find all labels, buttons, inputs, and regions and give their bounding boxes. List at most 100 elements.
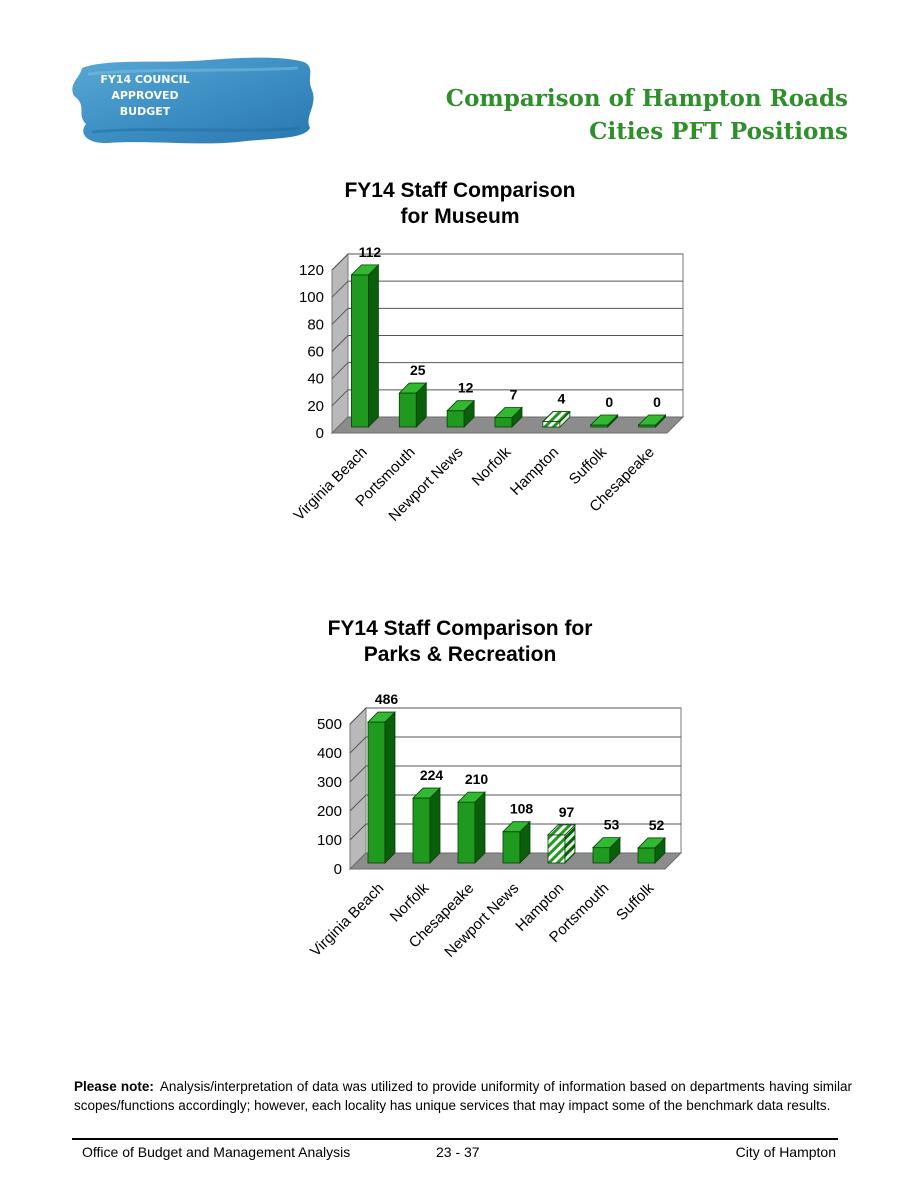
bar-portsmouth	[398, 382, 428, 428]
bar-virginia-beach	[367, 711, 396, 864]
data-label: 486	[375, 691, 399, 707]
data-label: 0	[653, 394, 661, 410]
bar-virginia-beach	[350, 263, 380, 428]
footer-city: City of Hampton	[735, 1144, 836, 1160]
bar-side	[474, 791, 486, 864]
page-title-line: Comparison of Hampton Roads	[445, 85, 848, 112]
gridline-wall	[331, 335, 349, 352]
gridline-wall	[349, 736, 367, 754]
logo-line: FY14 COUNCIL	[100, 73, 190, 86]
data-label: 25	[410, 362, 426, 378]
data-label: 224	[420, 767, 444, 783]
bar-top	[592, 837, 621, 849]
note-paragraph: Please note: Analysis/interpretation of d…	[74, 1077, 852, 1115]
y-tick-label: 200	[317, 803, 342, 820]
bar-front	[398, 392, 417, 428]
chart-left-wall	[349, 706, 367, 871]
x-category-label: Virginia Beach	[307, 880, 387, 960]
footer-department: Office of Budget and Management Analysis	[82, 1144, 351, 1160]
chart-title-line: FY14 Staff Comparison for	[327, 617, 593, 640]
x-category-label: Suffolk	[613, 879, 658, 924]
bar-front	[502, 831, 521, 864]
bar-suffolk	[637, 836, 666, 864]
x-category-label: Hampton	[507, 444, 562, 499]
y-tick-label: 300	[317, 774, 342, 791]
bar-top	[589, 414, 619, 426]
bar-front	[367, 721, 386, 864]
chart-title-line: FY14 Staff Comparison	[344, 179, 576, 202]
parks-chart-title: FY14 Staff Comparison for Parks & Recrea…	[250, 616, 670, 668]
gridline-wall	[331, 307, 349, 325]
footer-page-number: 23 - 37	[436, 1144, 480, 1160]
logo-line: BUDGET	[119, 105, 171, 118]
bar-chesapeake	[637, 414, 667, 428]
bar-side	[368, 263, 379, 428]
bar-front	[592, 847, 611, 864]
data-label: 108	[510, 801, 534, 817]
y-tick-label: 80	[307, 316, 324, 333]
y-tick-label: 0	[316, 425, 324, 442]
y-tick-label: 120	[299, 262, 324, 279]
x-category-label: Norfolk	[469, 443, 515, 489]
data-label: 0	[605, 394, 613, 410]
bar-norfolk	[412, 787, 441, 864]
data-label: 7	[510, 386, 518, 402]
bar-top	[446, 400, 476, 412]
bar-front	[446, 410, 465, 428]
bar-newport-news	[446, 399, 476, 428]
gridline-wall	[349, 794, 367, 812]
gridline-wall	[331, 362, 349, 380]
gridline-wall	[331, 253, 349, 271]
bar-top	[541, 411, 571, 422]
y-tick-label: 500	[317, 716, 342, 733]
bar-top	[637, 414, 667, 426]
page-title-line: Cities PFT Positions	[589, 118, 848, 145]
note-label: Please note:	[74, 1079, 154, 1094]
budget-logo	[72, 57, 314, 144]
data-label: 53	[604, 817, 620, 833]
data-label: 210	[465, 771, 489, 787]
bar-front	[351, 274, 369, 428]
bar-side	[384, 711, 396, 864]
footer-rule	[72, 1138, 838, 1140]
bar-suffolk	[589, 414, 619, 428]
note-text: Analysis/interpretation of data was util…	[74, 1079, 852, 1113]
y-tick-label: 0	[334, 861, 342, 878]
bar-side	[429, 787, 441, 864]
bar-top	[502, 821, 531, 833]
bar-newport-news	[502, 820, 531, 864]
logo-line: APPROVED	[111, 89, 179, 102]
gridline-wall	[331, 389, 349, 407]
bar-top	[350, 264, 380, 276]
data-label: 12	[458, 380, 474, 396]
data-label: 97	[559, 804, 575, 820]
bar-norfolk	[494, 406, 523, 428]
bar-top	[547, 824, 576, 836]
x-category-label: Suffolk	[566, 443, 611, 488]
bar-front	[547, 834, 566, 864]
y-tick-label: 20	[307, 398, 324, 415]
bar-hampton	[541, 410, 571, 428]
bar-front	[637, 847, 656, 864]
y-tick-label: 100	[317, 832, 342, 849]
bar-hampton	[547, 823, 576, 864]
x-category-label: Virginia Beach	[291, 444, 371, 524]
chart-title-line: for Museum	[400, 205, 520, 228]
bar-portsmouth	[592, 836, 621, 864]
y-tick-label: 100	[299, 289, 324, 306]
gridline-wall	[349, 823, 367, 841]
data-label: 4	[557, 391, 565, 407]
bar-front	[412, 797, 431, 864]
chart-title-line: Parks & Recreation	[363, 643, 557, 666]
bar-top	[412, 787, 441, 799]
bar-top	[367, 711, 396, 723]
y-tick-label: 60	[307, 344, 324, 361]
bar-front	[457, 801, 476, 864]
data-label: 112	[359, 244, 382, 260]
gridline-wall	[331, 280, 349, 298]
gridline-wall	[349, 707, 367, 725]
bar-chesapeake	[457, 791, 486, 864]
bar-top	[398, 382, 428, 394]
